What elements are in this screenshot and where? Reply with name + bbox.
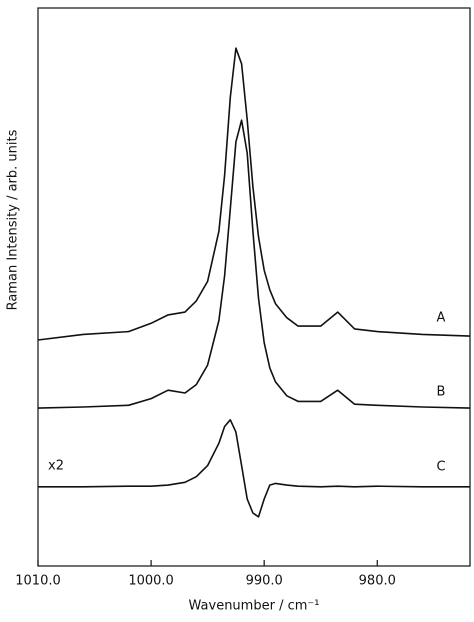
x-tick-label: 980.0 (359, 574, 396, 589)
spectrum-line (37, 47, 471, 341)
x-axis-label: Wavenumber / cm⁻¹ (189, 599, 320, 614)
annotation: x2 (48, 459, 64, 474)
spectrum-line (37, 119, 471, 409)
plot-frame (37, 7, 471, 567)
x-tick-label: 1010.0 (15, 574, 61, 589)
x-tick-label: 1000.0 (128, 574, 174, 589)
x-tick-label: 990.0 (246, 574, 283, 589)
series-label: A (437, 311, 446, 326)
spectrum-line (38, 418, 470, 518)
series-label: B (437, 385, 446, 400)
series-label: C (436, 460, 445, 475)
y-axis-label: Raman Intensity / arb. units (6, 129, 21, 310)
